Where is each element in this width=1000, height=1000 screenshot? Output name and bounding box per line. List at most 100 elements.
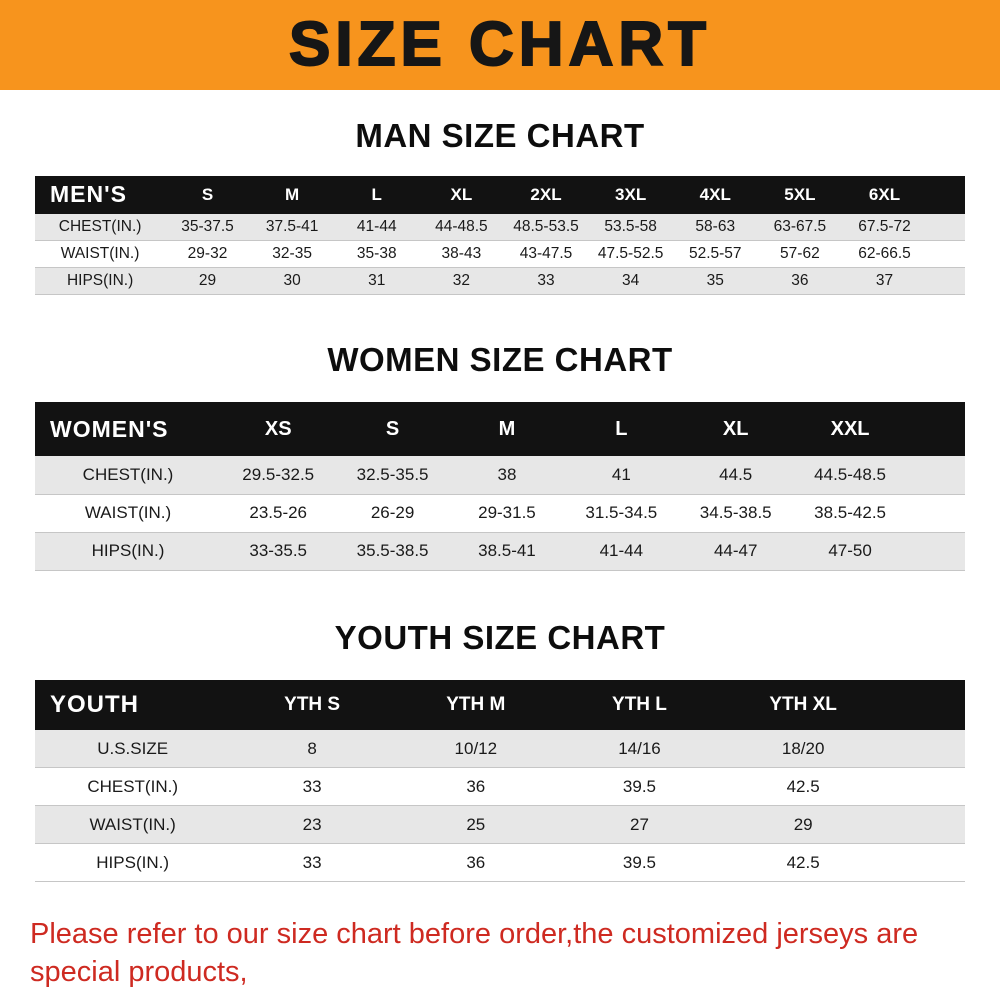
column-header: YTH L (612, 693, 667, 715)
column-header: YTH XL (769, 693, 837, 715)
size-cell: 18/20 (781, 738, 825, 758)
order-note-line-1: Please refer to our size chart before or… (30, 918, 919, 988)
size-cell: 47.5-52.5 (597, 245, 664, 263)
page-title: SIZE CHART (288, 10, 711, 79)
size-cell: 33-35.5 (249, 541, 308, 561)
table-header-row: MEN'S S M L XL 2XL 3XL 4XL 5XL 6XL (35, 175, 965, 214)
size-cell: 31.5-34.5 (585, 503, 658, 523)
size-cell: 23 (302, 814, 322, 834)
size-cell: 44-47 (713, 541, 758, 561)
table-row: U.S.SIZE 8 10/12 14/16 18/20 (35, 729, 965, 768)
column-header: 4XL (699, 184, 731, 204)
size-cell: 43-47.5 (519, 245, 573, 263)
size-cell: 63-67.5 (773, 218, 827, 236)
size-cell: 29 (793, 814, 813, 834)
column-header: XL (450, 184, 473, 204)
banner: SIZE CHART (0, 0, 1000, 90)
women-size-chart-section: WOMEN SIZE CHART WOMEN'S XS S M L XL XXL (0, 341, 1000, 571)
size-cell: 58-63 (695, 218, 736, 236)
spacer-cell (885, 768, 965, 806)
size-cell: 37 (875, 272, 894, 290)
size-cell: 53.5-58 (604, 218, 657, 236)
size-cell: 8 (307, 738, 317, 758)
row-label: HIPS(IN.) (66, 272, 134, 290)
size-cell: 41-44 (599, 541, 644, 561)
row-label: WAIST(IN.) (84, 503, 172, 523)
table-row: HIPS(IN.) 33 36 39.5 42.5 (35, 844, 965, 882)
size-cell: 38.5-42.5 (814, 503, 886, 523)
spacer-cell (885, 806, 965, 844)
column-header: 3XL (615, 184, 647, 204)
column-header: XL (722, 417, 749, 440)
size-cell: 31 (368, 272, 386, 290)
row-label: CHEST(IN.) (87, 776, 178, 796)
size-cell: 57-62 (780, 245, 820, 263)
size-cell: 44.5 (719, 465, 753, 485)
mens-size-table: MEN'S S M L XL 2XL 3XL 4XL 5XL 6XL CHEST… (35, 175, 965, 296)
size-cell: 67.5-72 (858, 218, 911, 236)
spacer-cell (927, 241, 965, 268)
column-header: YTH S (284, 693, 341, 715)
size-cell: 44.5-48.5 (814, 465, 886, 485)
womens-size-table: WOMEN'S XS S M L XL XXL CHEST(IN.) 29.5-… (35, 402, 965, 571)
row-label: HIPS(IN.) (91, 541, 165, 561)
size-cell: 38-43 (441, 245, 482, 263)
row-label: CHEST(IN.) (82, 465, 174, 485)
column-header: 6XL (868, 184, 901, 204)
table-row: WAIST(IN.) 23 25 27 29 (35, 805, 965, 844)
size-cell: 38 (497, 465, 517, 485)
column-header: YTH M (446, 693, 506, 715)
table-row: CHEST(IN.) 33 36 39.5 42.5 (35, 768, 965, 806)
column-header: M (285, 184, 300, 204)
size-cell: 35-38 (356, 245, 397, 263)
order-note-line-2: we don't accept cancel, change, teturn o… (30, 997, 980, 1000)
youth-size-chart-section: YOUTH SIZE CHART YOUTH YTH S YTH M YTH L… (0, 619, 1000, 882)
size-cell: 47-50 (828, 541, 872, 561)
size-cell: 29-31.5 (478, 503, 536, 523)
column-header: XS (264, 417, 292, 440)
column-header: 5XL (784, 184, 816, 204)
size-cell: 32-35 (272, 245, 312, 263)
table-row: CHEST(IN.) 35-37.5 37.5-41 41-44 44-48.5… (35, 213, 965, 241)
size-cell: 29.5-32.5 (242, 465, 315, 485)
spacer-cell (885, 730, 965, 768)
youth-size-table: YOUTH YTH S YTH M YTH L YTH XL U.S.SIZE … (35, 679, 965, 883)
row-label: HIPS(IN.) (96, 852, 170, 872)
size-cell: 36 (466, 776, 486, 796)
table-header-row: WOMEN'S XS S M L XL XXL (35, 402, 965, 457)
table-row: HIPS(IN.) 29 30 31 32 33 34 35 36 37 (35, 267, 965, 295)
size-cell: 38.5-41 (478, 541, 536, 561)
size-cell: 52.5-57 (688, 245, 742, 263)
size-cell: 42.5 (786, 776, 820, 796)
spacer-cell (907, 402, 965, 456)
man-size-chart-heading: MAN SIZE CHART (355, 117, 645, 154)
size-cell: 41 (611, 465, 631, 485)
row-label: WAIST(IN.) (60, 245, 140, 263)
size-cell: 26-29 (370, 503, 415, 523)
size-cell: 33 (537, 272, 555, 290)
size-cell: 32.5-35.5 (356, 465, 429, 485)
size-cell: 42.5 (786, 852, 820, 872)
spacer-cell (927, 214, 965, 241)
size-cell: 32 (452, 272, 470, 290)
column-header: 2XL (530, 184, 562, 204)
size-cell: 41-44 (356, 218, 397, 236)
women-size-chart-heading: WOMEN SIZE CHART (327, 341, 673, 379)
size-cell: 33 (302, 852, 322, 872)
size-cell: 29 (198, 272, 217, 290)
column-header: XXL (830, 417, 870, 440)
row-label: CHEST(IN.) (58, 218, 142, 236)
spacer-cell (885, 844, 965, 882)
spacer-cell (907, 456, 965, 494)
column-header: L (371, 184, 382, 204)
spacer-cell (907, 494, 965, 532)
column-header: S (201, 184, 214, 204)
table-row: WAIST(IN.) 23.5-26 26-29 29-31.5 31.5-34… (35, 494, 965, 533)
size-cell: 34 (622, 272, 640, 290)
size-cell: 35-37.5 (181, 218, 234, 236)
size-cell: 62-66.5 (858, 245, 911, 263)
spacer-cell (927, 268, 965, 295)
size-cell: 44-48.5 (435, 218, 488, 236)
column-header: S (385, 417, 400, 440)
size-cell: 35 (706, 272, 724, 290)
